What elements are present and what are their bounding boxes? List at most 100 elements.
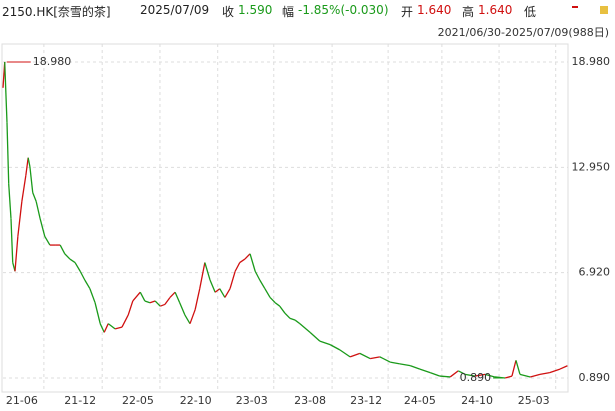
price-segment — [69, 258, 76, 264]
high-label: 高 — [462, 5, 475, 19]
price-segment — [515, 360, 521, 375]
price-segment — [474, 373, 486, 377]
price-segment — [244, 253, 251, 260]
price-segment — [79, 270, 86, 281]
price-segment — [209, 279, 216, 293]
price-segment — [64, 253, 71, 260]
y-tick-label: 18.980 — [572, 55, 611, 68]
price-segment — [6, 122, 10, 184]
high: 1.640 — [478, 3, 513, 17]
price-segment — [32, 192, 37, 202]
price-segment — [10, 218, 14, 263]
icon[interactable] — [572, 6, 578, 14]
price-segment — [160, 303, 166, 307]
price-segment — [194, 288, 201, 310]
annotation: 0.890 — [460, 371, 492, 384]
price-segment — [164, 297, 171, 305]
price-segment — [234, 262, 241, 272]
price-segment — [419, 368, 431, 374]
price-segment — [25, 157, 29, 176]
price-segment — [84, 279, 91, 290]
price-segment — [114, 326, 123, 330]
price-segment — [274, 302, 281, 307]
price-segment — [107, 323, 116, 330]
header: 2150.HK[奈雪的茶] 2025/07/09 收 1.590 幅 -1.85… — [0, 0, 615, 22]
price-segment — [294, 319, 301, 325]
change-label: 幅 — [282, 5, 295, 19]
x-tick-label: 21-12 — [64, 394, 96, 407]
price-segment — [14, 236, 19, 272]
price-segment — [189, 309, 196, 324]
price-segment — [27, 157, 31, 167]
price-segment — [214, 288, 221, 293]
price-segment — [379, 356, 391, 363]
open: 1.640 — [417, 3, 452, 17]
price-segment — [29, 166, 34, 193]
price-segment — [409, 364, 421, 370]
plot-frame — [1, 43, 569, 393]
price-segment — [179, 302, 186, 316]
y-tick-label: 12.950 — [572, 160, 611, 173]
x-tick-label: 22-05 — [122, 394, 154, 407]
price-segment — [390, 361, 400, 365]
price-segment — [349, 352, 361, 358]
price-segment — [504, 375, 513, 379]
price-segment — [359, 352, 371, 360]
price-segment — [89, 288, 96, 303]
price-segment — [44, 235, 51, 246]
price-segment — [219, 288, 226, 298]
x-tick-label: 22-10 — [180, 394, 212, 407]
price-segment — [39, 218, 46, 237]
x-tick-label: 24-05 — [404, 394, 436, 407]
price-segment — [289, 317, 296, 321]
price-segment — [249, 253, 256, 272]
price-segment — [279, 305, 286, 314]
date-range: 2021/06/30-2025/07/09(988日) — [437, 26, 609, 39]
price-segment — [74, 262, 81, 272]
price-segment — [339, 349, 351, 358]
price-segment — [449, 370, 459, 378]
price-segment — [229, 271, 236, 289]
x-tick-label: 23-08 — [294, 394, 326, 407]
y-tick-label: 6.920 — [579, 266, 611, 279]
price-segment — [284, 312, 291, 319]
price-segment — [399, 363, 411, 367]
price-segment — [154, 300, 161, 307]
y-tick-label: 0.890 — [579, 371, 611, 384]
price-segment — [439, 375, 451, 378]
stock-code: 2150.HK[奈雪的茶] — [2, 5, 111, 19]
change: -1.85%(-0.030) — [298, 3, 389, 17]
price-segment — [94, 302, 101, 324]
open-label: 开 — [401, 5, 414, 19]
price-segment — [21, 175, 27, 202]
price-segment — [549, 368, 561, 374]
price-segment — [8, 183, 12, 219]
price-segment — [169, 291, 176, 298]
price-segment — [484, 373, 495, 378]
x-tick-label: 23-12 — [350, 394, 382, 407]
x-tick-label: 24-10 — [461, 394, 493, 407]
price-segment — [149, 300, 156, 304]
price-segment — [309, 331, 321, 342]
price-segment — [254, 270, 261, 281]
price-segment — [239, 258, 246, 264]
x-tick-label: 23-03 — [236, 394, 268, 407]
price-segment — [4, 61, 8, 123]
price-segment — [174, 291, 181, 303]
price-segment — [464, 373, 475, 377]
price-segment — [139, 291, 146, 302]
price-segment — [224, 288, 231, 298]
price-segment — [457, 370, 466, 375]
price-segment — [132, 291, 141, 302]
price-segment — [329, 344, 341, 351]
annotation: 18.980 — [33, 55, 72, 68]
icon[interactable] — [600, 6, 608, 14]
price-segment — [259, 279, 266, 290]
date: 2025/07/09 — [140, 3, 210, 17]
price-segment — [121, 314, 129, 328]
price-segment — [494, 376, 506, 379]
close-label: 收 — [222, 5, 235, 19]
price-segment — [269, 297, 276, 304]
